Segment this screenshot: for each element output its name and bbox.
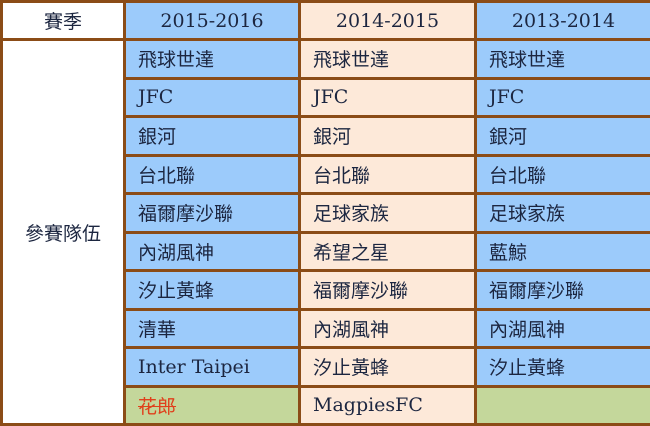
header-row: 賽季 2015-2016 2014-2015 2013-2014 bbox=[0, 0, 650, 41]
team-cell: 內湖風神 bbox=[123, 230, 301, 272]
team-cell: 銀河 bbox=[298, 115, 477, 157]
team-name: 台北聯 bbox=[489, 164, 547, 187]
team-cell: JFC bbox=[123, 76, 301, 118]
team-cell: 足球家族 bbox=[298, 192, 477, 234]
team-name: 內湖風神 bbox=[313, 318, 390, 341]
team-name: 藍鯨 bbox=[489, 241, 528, 264]
team-name: 足球家族 bbox=[489, 203, 566, 226]
team-name: 汐止黃蜂 bbox=[138, 280, 215, 303]
season-2014-2015: 2014-2015 bbox=[298, 0, 477, 41]
team-cell: 銀河 bbox=[123, 115, 301, 157]
team-name: 台北聯 bbox=[313, 164, 371, 187]
team-cell: 台北聯 bbox=[123, 153, 301, 195]
team-name: 飛球世達 bbox=[489, 49, 566, 72]
team-name: 福爾摩沙聯 bbox=[313, 280, 409, 303]
table-row: 銀河 銀河 銀河 bbox=[2, 115, 650, 157]
team-cell: 銀河 bbox=[474, 115, 650, 157]
team-name: JFC bbox=[313, 86, 349, 109]
team-name: 台北聯 bbox=[138, 164, 196, 187]
team-name: JFC bbox=[489, 86, 525, 109]
team-cell: 台北聯 bbox=[474, 153, 650, 195]
season-2015-2016: 2015-2016 bbox=[123, 0, 301, 41]
team-cell: 清華 bbox=[123, 307, 301, 349]
table-row: 參賽隊伍 飛球世達 飛球世達 飛球世達 bbox=[0, 38, 650, 426]
team-cell: 飛球世達 bbox=[298, 38, 477, 80]
team-name: MagpiesFC bbox=[313, 394, 423, 417]
team-name: 清華 bbox=[138, 318, 177, 341]
team-cell: Inter Taipei bbox=[123, 346, 301, 388]
team-cell: 飛球世達 bbox=[123, 38, 301, 80]
team-cell: 汐止黃蜂 bbox=[123, 269, 301, 311]
teams-row-label: 參賽隊伍 bbox=[0, 38, 126, 426]
team-cell: 台北聯 bbox=[298, 153, 477, 195]
team-name: JFC bbox=[138, 86, 174, 109]
team-cell: 內湖風神 bbox=[298, 307, 477, 349]
team-cell: 汐止黃蜂 bbox=[474, 346, 650, 388]
team-cell: 花郎 bbox=[123, 384, 301, 426]
team-cell: 飛球世達 bbox=[474, 38, 650, 80]
team-cell: 福爾摩沙聯 bbox=[474, 269, 650, 311]
table-row: 清華 內湖風神 內湖風神 bbox=[2, 307, 650, 349]
team-cell: 藍鯨 bbox=[474, 230, 650, 272]
team-cell: JFC bbox=[474, 76, 650, 118]
table-row: Inter Taipei 汐止黃蜂 汐止黃蜂 bbox=[2, 346, 650, 388]
team-cell bbox=[474, 384, 650, 426]
team-name: 福爾摩沙聯 bbox=[138, 203, 234, 226]
team-name: 內湖風神 bbox=[489, 318, 566, 341]
table-row: 台北聯 台北聯 台北聯 bbox=[2, 153, 650, 195]
table-row: JFC JFC JFC bbox=[2, 76, 650, 118]
team-name: 飛球世達 bbox=[138, 49, 215, 72]
team-name: 內湖風神 bbox=[138, 241, 215, 264]
team-cell: JFC bbox=[298, 76, 477, 118]
team-name: 銀河 bbox=[313, 126, 352, 149]
season-2013-2014: 2013-2014 bbox=[474, 0, 650, 41]
team-name: 飛球世達 bbox=[313, 49, 390, 72]
team-name: 汐止黃蜂 bbox=[313, 357, 390, 380]
team-name: 銀河 bbox=[489, 126, 528, 149]
team-cell: 足球家族 bbox=[474, 192, 650, 234]
team-cell: 希望之星 bbox=[298, 230, 477, 272]
team-name: 銀河 bbox=[138, 126, 177, 149]
team-name: 福爾摩沙聯 bbox=[489, 280, 585, 303]
team-cell: 內湖風神 bbox=[474, 307, 650, 349]
team-cell: 福爾摩沙聯 bbox=[298, 269, 477, 311]
table-row: 內湖風神 希望之星 藍鯨 bbox=[2, 230, 650, 272]
team-cell: 汐止黃蜂 bbox=[298, 346, 477, 388]
team-name: 花郎 bbox=[138, 395, 177, 418]
team-cell: 福爾摩沙聯 bbox=[123, 192, 301, 234]
team-name: 汐止黃蜂 bbox=[489, 357, 566, 380]
table-row: 花郎 MagpiesFC bbox=[2, 384, 650, 426]
team-cell: MagpiesFC bbox=[298, 384, 477, 426]
table-row: 福爾摩沙聯 足球家族 足球家族 bbox=[2, 192, 650, 234]
team-name: Inter Taipei bbox=[138, 355, 250, 378]
season-header: 賽季 bbox=[0, 0, 126, 41]
team-name: 足球家族 bbox=[313, 203, 390, 226]
table-row: 汐止黃蜂 福爾摩沙聯 福爾摩沙聯 bbox=[2, 269, 650, 311]
team-name: 希望之星 bbox=[313, 241, 390, 264]
